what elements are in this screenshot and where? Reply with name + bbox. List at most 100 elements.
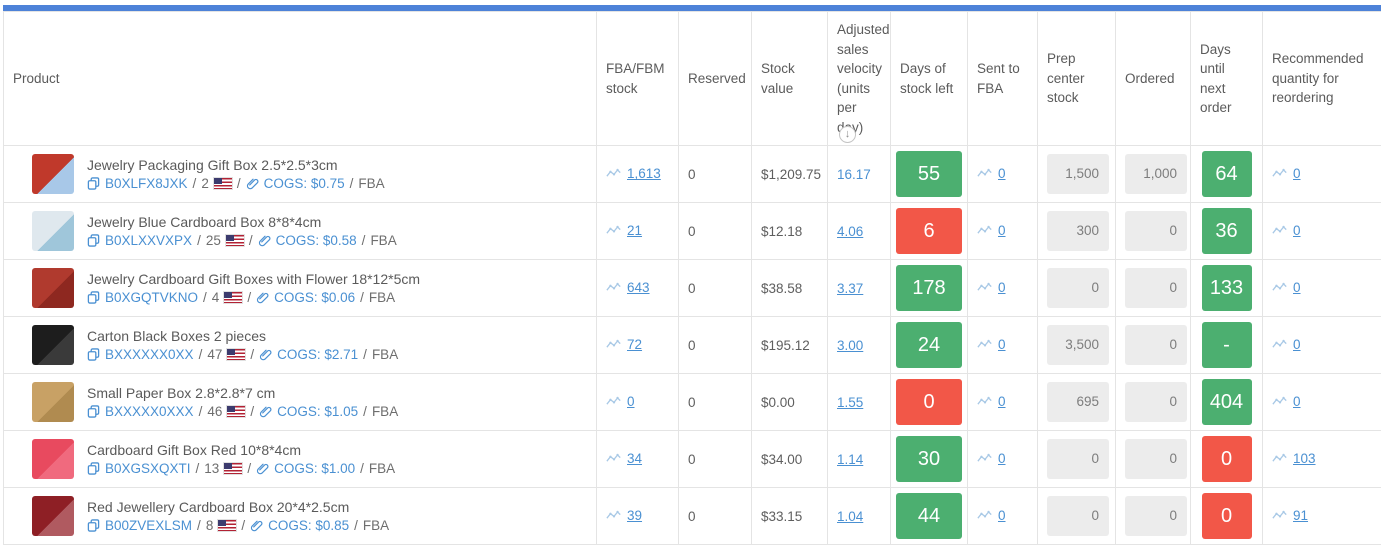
- velocity-link[interactable]: 1.04: [837, 509, 863, 524]
- unit-count: 47: [207, 347, 222, 362]
- col-header-days-of-stock-left[interactable]: Days of stock left: [891, 12, 968, 146]
- product-image: [32, 211, 74, 251]
- attachment-icon[interactable]: [259, 405, 272, 418]
- velocity-link[interactable]: 16.17: [837, 167, 871, 182]
- asin-link[interactable]: BXXXXXX0XX: [105, 347, 194, 362]
- asin-link[interactable]: BXXXXX0XXX: [105, 404, 194, 419]
- copy-icon[interactable]: [87, 405, 100, 418]
- velocity-link[interactable]: 1.14: [837, 452, 863, 467]
- asin-link[interactable]: B00ZVEXLSM: [105, 518, 192, 533]
- cogs-link[interactable]: COGS: $1.05: [277, 404, 358, 419]
- sent-to-fba-link[interactable]: 0: [998, 394, 1006, 409]
- recommended-qty-link[interactable]: 0: [1293, 280, 1301, 295]
- attachment-icon[interactable]: [258, 234, 271, 247]
- recommended-qty-link[interactable]: 91: [1293, 508, 1308, 523]
- asin-link[interactable]: B0XGQTVKNO: [105, 290, 198, 305]
- product-cell: Jewelry Packaging Gift Box 2.5*2.5*3cm B…: [4, 146, 597, 203]
- asin-link[interactable]: B0XLXXVXPX: [105, 233, 192, 248]
- col-header-stock-value[interactable]: Stock value: [752, 12, 828, 146]
- copy-icon[interactable]: [87, 462, 100, 475]
- recommended-qty-link[interactable]: 0: [1293, 337, 1301, 352]
- velocity-cell: 1.55: [828, 374, 891, 431]
- asin-link[interactable]: B0XGSXQXTI: [105, 461, 191, 476]
- separator: /: [363, 347, 367, 362]
- ordered-field[interactable]: 0: [1125, 439, 1187, 479]
- col-header-recommended-quantity[interactable]: Recommended quantity for reordering: [1263, 12, 1381, 146]
- sparkline-icon: [977, 168, 993, 179]
- copy-icon[interactable]: [87, 519, 100, 532]
- prep-center-stock-field[interactable]: 300: [1047, 211, 1109, 251]
- attachment-icon[interactable]: [259, 348, 272, 361]
- sent-to-fba-link[interactable]: 0: [998, 337, 1006, 352]
- sent-to-fba-link[interactable]: 0: [998, 508, 1006, 523]
- attachment-icon[interactable]: [250, 519, 263, 532]
- velocity-cell: 1.14: [828, 431, 891, 488]
- stock-value-cell: $33.15: [752, 488, 828, 545]
- sort-descending-icon[interactable]: ↓: [839, 126, 856, 143]
- cogs-link[interactable]: COGS: $2.71: [277, 347, 358, 362]
- col-header-fba-fbm-stock[interactable]: FBA/FBM stock: [597, 12, 679, 146]
- prep-center-stock-cell: 3,500: [1038, 317, 1116, 374]
- fba-stock-link[interactable]: 643: [627, 280, 650, 295]
- fba-stock-link[interactable]: 72: [627, 337, 642, 352]
- prep-center-stock-field[interactable]: 3,500: [1047, 325, 1109, 365]
- ordered-field[interactable]: 0: [1125, 382, 1187, 422]
- copy-icon[interactable]: [87, 291, 100, 304]
- col-header-reserved[interactable]: Reserved: [679, 12, 752, 146]
- cogs-link[interactable]: COGS: $0.06: [274, 290, 355, 305]
- ordered-field[interactable]: 1,000: [1125, 154, 1187, 194]
- col-header-adjusted-sales-velocity[interactable]: Adjusted sales velocity (units per day) …: [828, 12, 891, 146]
- cogs-link[interactable]: COGS: $0.75: [264, 176, 345, 191]
- cogs-link[interactable]: COGS: $1.00: [274, 461, 355, 476]
- velocity-link[interactable]: 1.55: [837, 395, 863, 410]
- velocity-link[interactable]: 3.00: [837, 338, 863, 353]
- sent-to-fba-cell: 0: [968, 374, 1038, 431]
- prep-center-stock-field[interactable]: 1,500: [1047, 154, 1109, 194]
- sent-to-fba-link[interactable]: 0: [998, 166, 1006, 181]
- fba-stock-link[interactable]: 1,613: [627, 166, 661, 181]
- fba-stock-link[interactable]: 0: [627, 394, 635, 409]
- col-header-product[interactable]: Product: [4, 12, 597, 146]
- recommended-qty-link[interactable]: 0: [1293, 223, 1301, 238]
- ordered-field[interactable]: 0: [1125, 496, 1187, 536]
- product-title: Jewelry Blue Cardboard Box 8*8*4cm: [87, 214, 397, 230]
- attachment-icon[interactable]: [256, 291, 269, 304]
- attachment-icon[interactable]: [246, 177, 259, 190]
- col-header-ordered[interactable]: Ordered: [1116, 12, 1191, 146]
- prep-center-stock-cell: 1,500: [1038, 146, 1116, 203]
- sent-to-fba-link[interactable]: 0: [998, 280, 1006, 295]
- prep-center-stock-field[interactable]: 0: [1047, 439, 1109, 479]
- recommended-qty-link[interactable]: 103: [1293, 451, 1316, 466]
- sparkline-icon: [977, 396, 993, 407]
- cogs-link[interactable]: COGS: $0.85: [268, 518, 349, 533]
- separator: /: [199, 347, 203, 362]
- cogs-link[interactable]: COGS: $0.58: [276, 233, 357, 248]
- ordered-field[interactable]: 0: [1125, 325, 1187, 365]
- recommended-qty-link[interactable]: 0: [1293, 166, 1301, 181]
- ordered-field[interactable]: 0: [1125, 268, 1187, 308]
- copy-icon[interactable]: [87, 348, 100, 361]
- reserved-cell: 0: [679, 431, 752, 488]
- col-header-sent-to-fba[interactable]: Sent to FBA: [968, 12, 1038, 146]
- attachment-icon[interactable]: [256, 462, 269, 475]
- recommended-qty-link[interactable]: 0: [1293, 394, 1301, 409]
- copy-icon[interactable]: [87, 234, 100, 247]
- ordered-field[interactable]: 0: [1125, 211, 1187, 251]
- col-header-prep-center-stock[interactable]: Prep center stock: [1038, 12, 1116, 146]
- sent-to-fba-link[interactable]: 0: [998, 451, 1006, 466]
- inventory-table: Product FBA/FBM stock Reserved Stock val…: [3, 11, 1381, 545]
- fba-stock-link[interactable]: 21: [627, 223, 642, 238]
- col-header-days-until-next-order[interactable]: Days until next order: [1191, 12, 1263, 146]
- velocity-link[interactable]: 3.37: [837, 281, 863, 296]
- copy-icon[interactable]: [87, 177, 100, 190]
- prep-center-stock-field[interactable]: 0: [1047, 496, 1109, 536]
- fba-stock-link[interactable]: 34: [627, 451, 642, 466]
- fba-stock-link[interactable]: 39: [627, 508, 642, 523]
- sparkline-icon: [1272, 453, 1288, 464]
- asin-link[interactable]: B0XLFX8JXK: [105, 176, 188, 191]
- sent-to-fba-link[interactable]: 0: [998, 223, 1006, 238]
- prep-center-stock-field[interactable]: 695: [1047, 382, 1109, 422]
- us-flag-icon: [227, 406, 245, 417]
- velocity-link[interactable]: 4.06: [837, 224, 863, 239]
- prep-center-stock-field[interactable]: 0: [1047, 268, 1109, 308]
